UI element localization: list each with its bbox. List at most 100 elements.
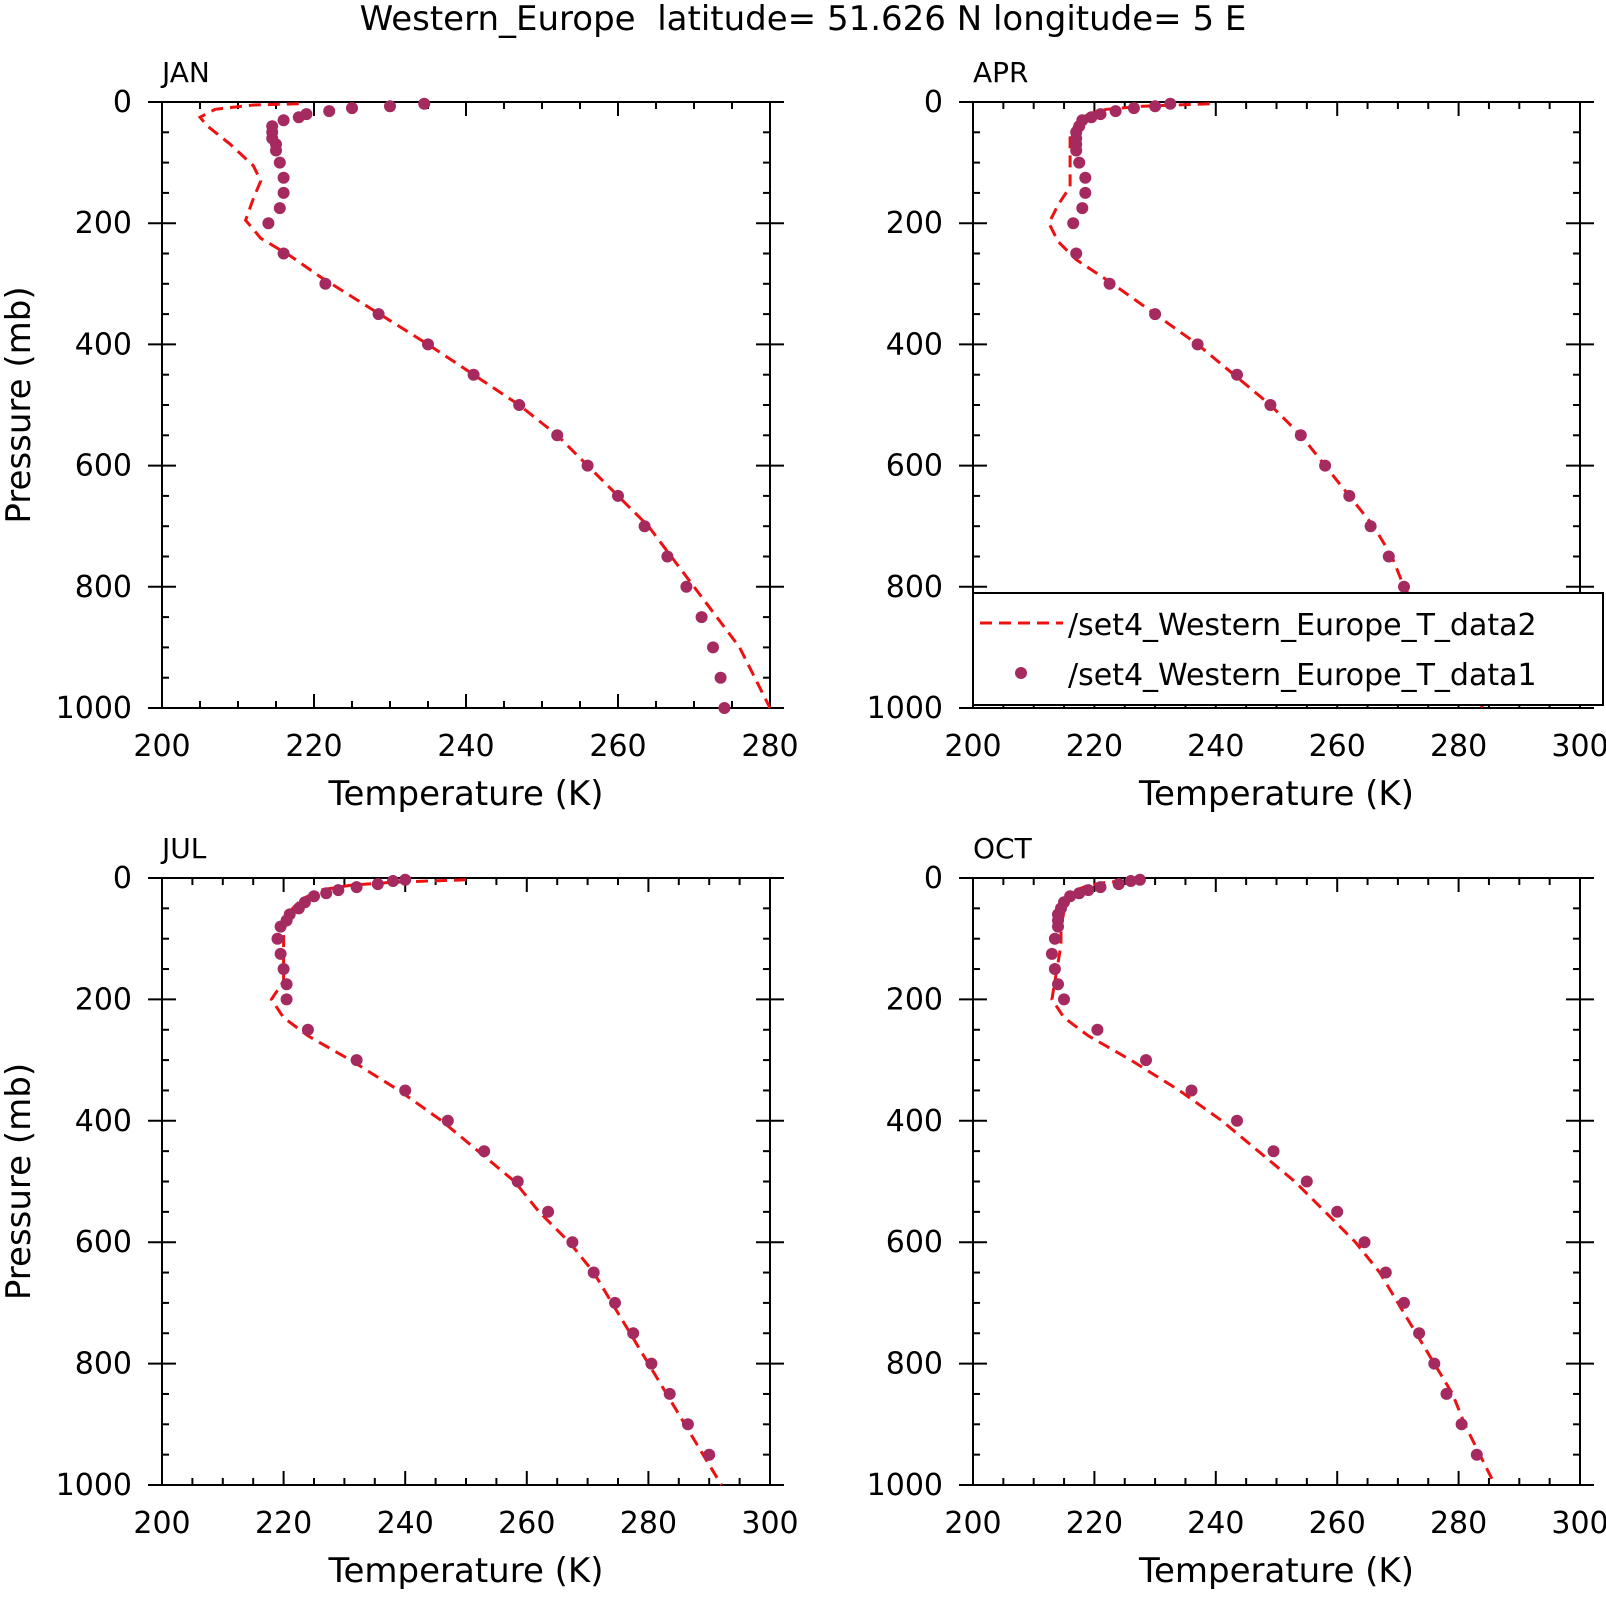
x-tick-label: 300	[741, 1506, 798, 1541]
data-point-data1	[1231, 1114, 1243, 1127]
data-point-data1	[1455, 1418, 1468, 1431]
data-point-data1	[422, 338, 434, 351]
data-point-data1	[467, 368, 480, 381]
data-point-data1	[1264, 399, 1277, 411]
data-point-data1	[581, 459, 594, 472]
x-tick-label: 280	[620, 1506, 677, 1541]
x-tick-label: 260	[589, 729, 646, 764]
data-point-data1	[1164, 97, 1177, 110]
panel-apr: 200 220 240 260 280 300 0 200 400 600 800 1000 APR Te…	[867, 56, 1606, 814]
data-point-data1	[1267, 1145, 1280, 1158]
x-tick-label: 200	[133, 1506, 190, 1541]
data-point-data1	[1364, 520, 1377, 533]
x-tick-label: 220	[1066, 1506, 1123, 1541]
data-point-data1	[612, 489, 624, 502]
data-point-data1	[346, 102, 358, 115]
data-point-data1	[1398, 580, 1410, 593]
data-point-data1	[1073, 156, 1086, 169]
x-tick-label: 240	[1187, 1506, 1244, 1541]
x-tick-label: 220	[285, 729, 342, 764]
y-tick-label: 400	[886, 1104, 943, 1139]
data-point-data1	[1076, 202, 1089, 215]
data-point-data1	[274, 947, 287, 960]
plot-frame	[972, 877, 1581, 1486]
data-point-data1	[1294, 429, 1307, 442]
data-point-data1	[1094, 108, 1107, 121]
panel-jul: 200 220 240 260 280 300 0 200 400 600 800 1000 JUL Te…	[0, 832, 799, 1591]
data-point-data1	[292, 902, 305, 915]
data-point-data1	[661, 550, 674, 563]
data-point-data1	[1085, 111, 1098, 124]
data-point-data1	[513, 399, 526, 411]
data-point-data1	[1382, 550, 1395, 563]
data-point-data1	[1133, 873, 1146, 886]
data-point-data1	[542, 1205, 555, 1218]
y-tick-label: 200	[75, 206, 132, 241]
data-point-data1	[1067, 217, 1080, 230]
data-point-data1	[1231, 368, 1243, 381]
data-point-data1	[271, 932, 284, 945]
data-point-data1	[319, 277, 332, 290]
data-point-data1	[1079, 171, 1092, 184]
data-point-data1	[1319, 459, 1332, 472]
y-tick-label: 800	[886, 1347, 943, 1382]
data-point-data1	[384, 100, 396, 113]
y-tick-label: 200	[886, 206, 943, 241]
data-point-data1	[1398, 1296, 1410, 1309]
data-point-data1	[1149, 100, 1162, 113]
legend-label-data1: /set4_Western_Europe_T_data1	[1068, 658, 1537, 693]
y-tick-label: 600	[886, 449, 943, 484]
y-tick-label: 800	[75, 1347, 132, 1382]
data-point-data1	[277, 114, 290, 127]
panel-label: JAN	[160, 56, 210, 89]
y-tick-label: 1000	[867, 691, 943, 726]
data-point-data1	[609, 1296, 621, 1309]
data-point-data1	[1413, 1327, 1426, 1340]
data-point-data1	[1300, 1175, 1313, 1188]
data-point-data1	[566, 1236, 579, 1249]
panels: 200 220 240 260 280 0 200 400 600 800 1000 JAN Tempe…	[0, 56, 1606, 1591]
data-point-data1	[718, 702, 731, 714]
data-point-data1	[1048, 963, 1061, 975]
data-point-data1	[1470, 1448, 1483, 1461]
data-point-data1	[1343, 489, 1356, 502]
data-point-data1	[587, 1266, 600, 1279]
data-point-data1	[387, 875, 399, 887]
data-point-data1	[1358, 1236, 1371, 1249]
data-point-data1	[1070, 144, 1083, 157]
data-point-data1	[703, 1448, 716, 1461]
y-tick-label: 0	[924, 85, 943, 120]
x-axis-label: Temperature (K)	[1138, 1551, 1414, 1591]
data-point-data1	[273, 156, 286, 169]
data-point-data1	[714, 671, 727, 684]
y-tick-label: 0	[113, 861, 132, 896]
series-line-data2	[269, 878, 723, 1486]
data-point-data1	[371, 878, 384, 891]
data-point-data1	[418, 97, 431, 110]
data-point-data1	[277, 247, 290, 260]
data-point-data1	[1073, 887, 1086, 900]
y-tick-label: 600	[75, 1225, 132, 1260]
data-point-data1	[323, 105, 336, 118]
x-tick-label: 260	[1309, 729, 1366, 764]
x-tick-label: 260	[498, 1506, 555, 1541]
y-axis-label: Pressure (mb)	[0, 286, 39, 523]
data-point-data1	[1058, 993, 1070, 1006]
figure-title: Western_Europe latitude= 51.626 N longit…	[360, 0, 1247, 39]
data-point-data1	[320, 887, 333, 900]
legend: /set4_Western_Europe_T_data2 /set4_Weste…	[972, 592, 1604, 706]
x-tick-label: 260	[1309, 1506, 1366, 1541]
x-tick-label: 240	[377, 1506, 434, 1541]
data-point-data1	[372, 308, 385, 321]
y-tick-label: 0	[113, 85, 132, 120]
data-point-data1	[280, 978, 293, 991]
data-point-data1	[277, 963, 290, 975]
x-tick-label: 300	[1551, 729, 1606, 764]
data-point-data1	[277, 186, 290, 199]
y-tick-label: 800	[886, 570, 943, 605]
data-point-data1	[551, 429, 564, 442]
data-point-data1	[1052, 978, 1064, 991]
data-point-data1	[277, 171, 290, 184]
y-axis-label: Pressure (mb)	[0, 1063, 39, 1300]
